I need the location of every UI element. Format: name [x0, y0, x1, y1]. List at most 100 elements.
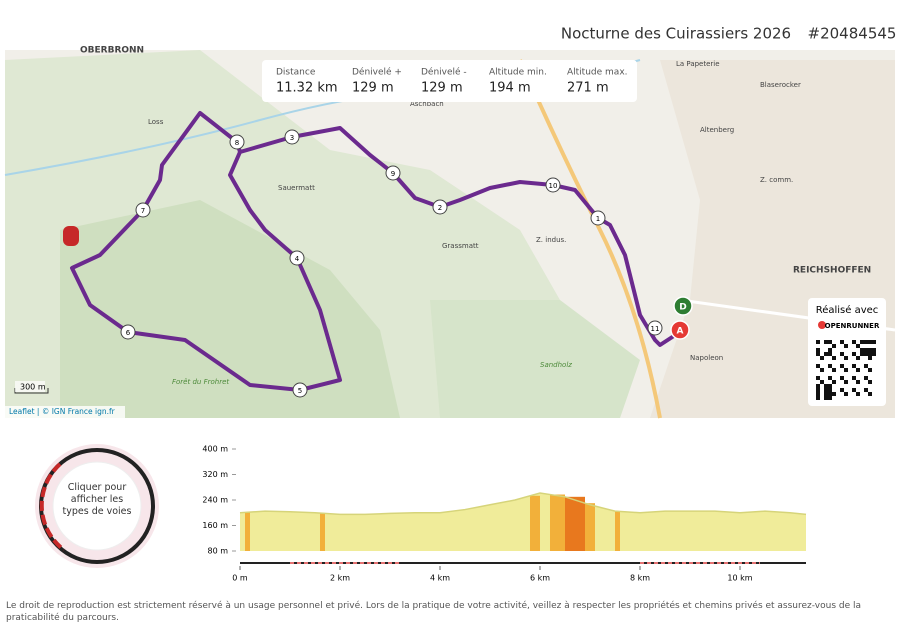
qr-cell [856, 356, 860, 360]
qr-cell [860, 340, 864, 344]
qr-cell [824, 352, 828, 356]
attribution-bg [5, 406, 125, 418]
qr-cell [816, 352, 820, 356]
place-label: Altenberg [700, 126, 734, 134]
place-label: Z. comm. [760, 176, 793, 184]
slope-band [245, 512, 250, 551]
qr-cell [816, 392, 820, 396]
qr-cell [856, 368, 860, 372]
qr-cell [840, 388, 844, 392]
route-title: Nocturne des Cuirassiers 2026 [561, 25, 791, 43]
slope-band [550, 494, 565, 551]
qr-cell [856, 344, 860, 348]
qr-cell [832, 392, 836, 396]
stat-value: 271 m [567, 81, 609, 96]
place-label: Aschbach [410, 100, 444, 108]
qr-cell [816, 388, 820, 392]
route-marker [229, 134, 245, 150]
qr-cell [824, 340, 828, 344]
qr-cell [872, 348, 876, 352]
qr-cell [828, 376, 832, 380]
road-types-button[interactable]: Cliquer pour afficher les types de voies [35, 444, 159, 568]
qr-cell [816, 376, 820, 380]
qr-cell [828, 348, 832, 352]
made-with: Réalisé avec [816, 304, 879, 316]
stat-value: 129 m [421, 81, 463, 96]
qr-cell [864, 376, 868, 380]
map[interactable]: OBERBRONN Loss Sauermatt Grassmatt Aschbach S… [4, 46, 896, 419]
qr-cell [828, 364, 832, 368]
qr-cell [864, 348, 868, 352]
route-marker-label: 1 [596, 215, 600, 223]
donut-segment [39, 462, 66, 552]
qr-cell [828, 392, 832, 396]
road [518, 59, 662, 419]
stat-label: Distance [276, 68, 316, 78]
route-marker [590, 210, 606, 226]
scale-label: 300 m [20, 383, 46, 392]
route-marker-label: 7 [141, 207, 145, 215]
stat-label: Dénivelé + [352, 67, 402, 78]
qr-cell [868, 380, 872, 384]
route-marker [120, 324, 136, 340]
place-label: Sauermatt [278, 184, 315, 192]
y-tick-label: 400 m [202, 445, 228, 454]
qr-cell [832, 368, 836, 372]
qr-cell [816, 396, 820, 400]
slope-band [530, 495, 540, 551]
qr-cell [832, 380, 836, 384]
qr-cell [868, 392, 872, 396]
elevation-area [240, 492, 806, 551]
stat-value: 11.32 km [276, 81, 338, 96]
place-label: La Papeterie [676, 60, 720, 68]
qr-cell [820, 368, 824, 372]
brand: OPENRUNNER [825, 322, 880, 330]
qr-cell [852, 340, 856, 344]
qr-cell [820, 380, 824, 384]
route-marker [289, 250, 305, 266]
place-label: Loss [148, 118, 164, 126]
place-label: Napoleon [690, 354, 723, 362]
route-id: #20484545 [808, 25, 897, 43]
qr-cell [852, 388, 856, 392]
poi-icon [63, 226, 79, 246]
elevation-chart: 80 m 160 m 240 m 320 m 400 m 0 m 2 km 4 km 6 km 8… [202, 445, 807, 583]
slope-band [585, 503, 595, 551]
qr-cell [864, 388, 868, 392]
qr-cell [816, 364, 820, 368]
route-marker [647, 320, 663, 336]
stat-label: Altitude max. [567, 68, 628, 78]
y-tick-label: 80 m [207, 547, 228, 556]
y-tick-label: 160 m [202, 521, 228, 530]
qr-cell [868, 340, 872, 344]
stat-value: 129 m [352, 81, 394, 96]
qr-cell [844, 368, 848, 372]
place-label: Blaserocker [760, 81, 801, 89]
route-marker [284, 129, 300, 145]
attribution[interactable]: Leaflet | © IGN France ign.fr [9, 407, 116, 416]
route-marker [292, 382, 308, 398]
qr-cell [860, 352, 864, 356]
qr-cell [860, 348, 864, 352]
x-tick-label: 10 km [727, 574, 752, 583]
route-marker [385, 165, 401, 181]
stat-label: Dénivelé - [421, 67, 467, 78]
route-marker-label: 4 [295, 255, 300, 263]
place-label: Grassmatt [442, 242, 479, 250]
qr-cell [828, 396, 832, 400]
brand-logo [818, 321, 826, 329]
place-label: REICHSHOFFEN [793, 266, 871, 276]
qr-cell [868, 368, 872, 372]
end-marker [670, 320, 690, 340]
place-label: Z. indus. [536, 236, 566, 244]
route-marker-label: 2 [438, 204, 442, 212]
qr-cell [844, 392, 848, 396]
start-marker [673, 296, 693, 316]
stat-label: Altitude min. [489, 68, 547, 78]
qr-cell [844, 344, 848, 348]
end-label: A [677, 327, 684, 337]
donut-center [52, 461, 142, 551]
qr-cell [816, 384, 820, 388]
qr-cell [864, 340, 868, 344]
qr-cell [816, 348, 820, 352]
